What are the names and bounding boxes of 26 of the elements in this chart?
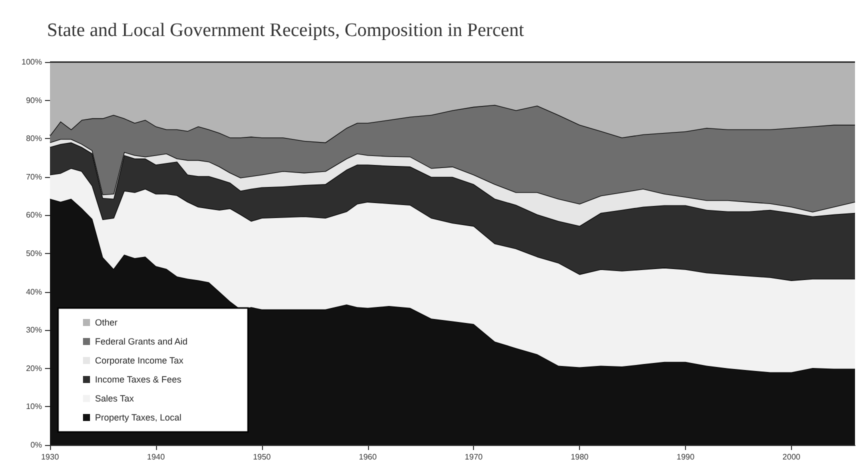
legend-label: Other xyxy=(95,318,118,328)
legend-label: Sales Tax xyxy=(95,394,134,404)
legend-label: Federal Grants and Aid xyxy=(95,336,188,346)
y-tick-label: 0% xyxy=(30,440,42,450)
x-tick-label: 1990 xyxy=(676,452,695,462)
x-tick-label: 1960 xyxy=(358,452,378,462)
x-tick-label: 1970 xyxy=(464,452,484,462)
y-tick-label: 10% xyxy=(26,402,42,412)
x-tick-label: 1980 xyxy=(570,452,590,462)
y-tick-label: 30% xyxy=(26,326,42,335)
y-tick-label: 100% xyxy=(22,58,42,66)
y-tick-label: 60% xyxy=(26,210,42,220)
y-tick-label: 50% xyxy=(26,249,42,258)
y-tick-label: 90% xyxy=(26,96,42,105)
x-tick-label: 1930 xyxy=(41,452,60,462)
y-tick-label: 80% xyxy=(26,134,42,144)
legend-label: Property Taxes, Local xyxy=(95,412,182,422)
legend-label: Corporate Income Tax xyxy=(95,356,184,366)
y-tick-label: 40% xyxy=(26,287,42,296)
x-tick-label: 1940 xyxy=(147,452,166,462)
legend-label: Income Taxes & Fees xyxy=(95,374,182,384)
y-tick-label: 70% xyxy=(26,172,42,182)
y-tick-label: 20% xyxy=(26,364,42,373)
x-tick-label: 2000 xyxy=(782,452,801,462)
x-tick-label: 1950 xyxy=(252,452,272,462)
chart-title: State and Local Government Receipts, Composition in Percent xyxy=(47,20,525,41)
